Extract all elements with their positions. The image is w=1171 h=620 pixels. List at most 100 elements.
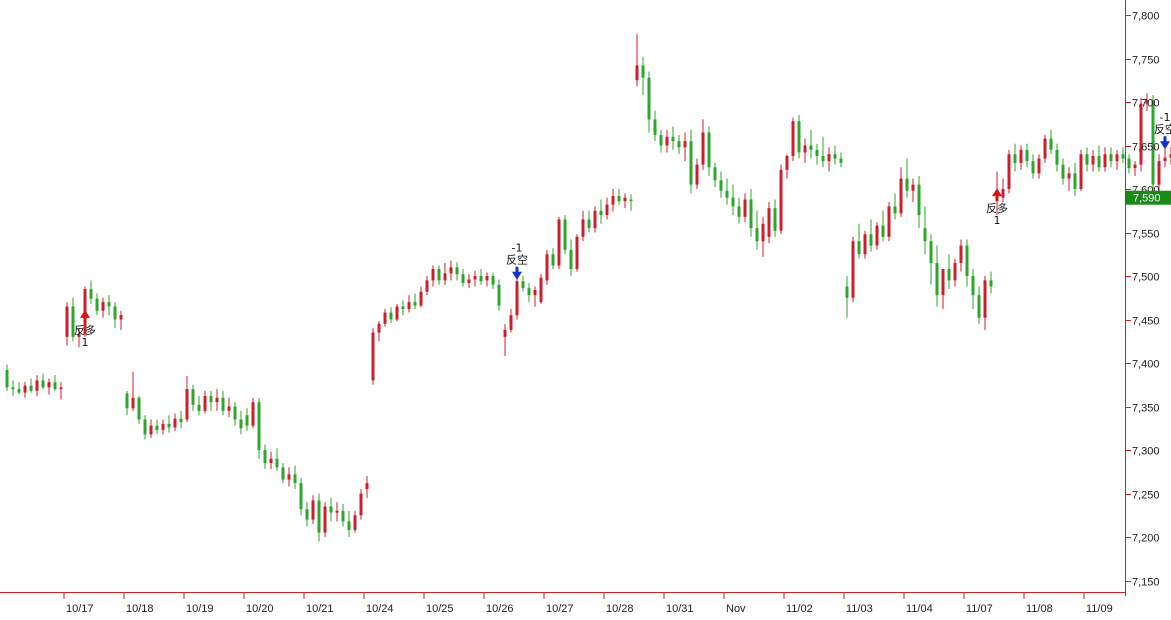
candle <box>737 197 741 224</box>
candle <box>71 297 75 342</box>
candle-body <box>173 418 177 428</box>
x-tick-label: 10/19 <box>186 603 214 615</box>
candle-body <box>35 380 39 391</box>
candle-body <box>749 199 753 229</box>
candle <box>749 189 753 237</box>
last-price-marker: 7,590 <box>1126 190 1171 205</box>
candle <box>587 210 591 233</box>
candle-body <box>521 281 525 289</box>
candle <box>467 274 471 289</box>
candle <box>671 126 675 150</box>
y-tick-label: 7,150 <box>1132 577 1160 589</box>
candle <box>263 444 267 470</box>
candle-body <box>1013 154 1017 163</box>
candle-body <box>671 136 675 142</box>
candle-body <box>797 121 801 153</box>
candle-body <box>425 280 429 292</box>
candle-body <box>971 276 975 296</box>
candle <box>1049 129 1053 155</box>
candle <box>113 302 117 329</box>
candle <box>353 510 357 533</box>
candle-body <box>155 425 159 430</box>
candle <box>431 265 435 287</box>
candle-body <box>1085 154 1089 165</box>
candle <box>239 410 243 435</box>
candle <box>1013 143 1017 172</box>
candle-body <box>359 493 363 516</box>
candle-body <box>479 276 483 282</box>
candle <box>29 378 33 393</box>
candle-body <box>47 382 51 388</box>
signal-count: 1 <box>994 214 1001 227</box>
candle-body <box>383 312 387 324</box>
candle <box>1091 149 1095 172</box>
candle-body <box>329 506 333 513</box>
candle <box>281 463 285 484</box>
y-tick-label: 7,650 <box>1132 142 1160 154</box>
candle-body <box>755 228 759 242</box>
candle <box>1151 95 1155 194</box>
candle-body <box>623 197 627 202</box>
candle <box>329 497 333 522</box>
candle-body <box>593 210 597 229</box>
candle <box>581 210 585 242</box>
candle-body <box>953 262 957 281</box>
candle-body <box>377 323 381 333</box>
candle-body <box>545 254 549 281</box>
candle <box>725 178 729 205</box>
candle <box>377 321 381 342</box>
signal-label: 反空 <box>1154 122 1171 136</box>
candle-body <box>773 208 777 231</box>
x-tick-label: 10/26 <box>486 603 514 615</box>
candle <box>941 269 945 310</box>
candle <box>1145 93 1149 111</box>
candle <box>1127 154 1131 174</box>
candle <box>47 378 51 395</box>
candle-body <box>221 397 225 411</box>
candle <box>257 397 261 459</box>
candle-body <box>563 219 567 250</box>
candle-body <box>551 254 555 266</box>
candle-body <box>815 149 819 156</box>
candle <box>233 402 237 426</box>
candle <box>185 376 189 423</box>
candle-body <box>1079 154 1083 189</box>
candle <box>803 138 807 163</box>
signal-count: -1 <box>1160 111 1171 124</box>
candle-body <box>239 419 243 429</box>
arrow-down-stem <box>515 266 519 273</box>
candle-body <box>491 276 495 285</box>
candle-body <box>635 65 639 81</box>
candle <box>341 503 345 527</box>
candle-body <box>1109 154 1113 162</box>
y-tick-label: 7,350 <box>1132 403 1160 415</box>
candle <box>1133 161 1137 176</box>
candle <box>425 276 429 296</box>
arrow-down-icon <box>512 271 522 280</box>
candle <box>557 216 561 270</box>
candle-body <box>893 206 897 214</box>
candle-body <box>803 145 807 153</box>
candle <box>989 271 993 294</box>
y-axis-ticks: 7,150 7,200 7,250 7,300 7,350 7,400 7,450 7,500… <box>1125 11 1160 589</box>
candle-body <box>923 228 927 242</box>
candle <box>539 274 543 304</box>
candle-body <box>539 277 543 303</box>
candle <box>1007 149 1011 194</box>
candle-body <box>143 419 147 435</box>
candle <box>527 282 531 303</box>
candle <box>101 297 105 318</box>
candle <box>659 129 663 153</box>
candle <box>179 410 183 429</box>
candle-body <box>881 225 885 237</box>
candle-body <box>305 509 309 520</box>
candle-body <box>887 206 891 237</box>
candle-body <box>737 206 741 217</box>
candle <box>1019 145 1023 170</box>
candle-body <box>317 500 321 533</box>
candle <box>701 119 705 170</box>
x-axis-ticks: 10/17 10/18 10/19 10/20 10/21 10/24 10/25 10/26… <box>63 592 1113 615</box>
candle <box>1169 147 1171 165</box>
candle <box>395 303 399 322</box>
candle-body <box>683 141 687 148</box>
